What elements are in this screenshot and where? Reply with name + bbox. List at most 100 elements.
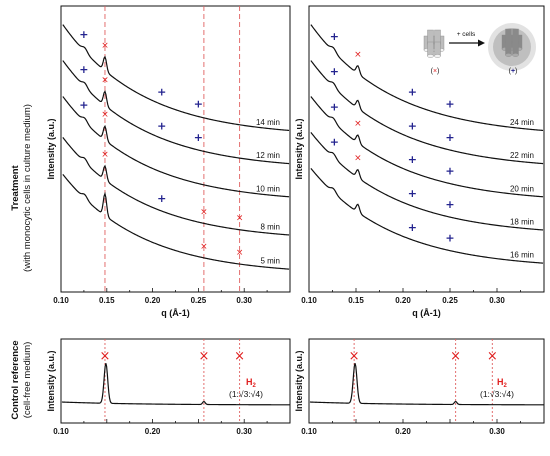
rod-body — [512, 40, 519, 56]
h2-label-left: H2 — [246, 377, 257, 389]
panel-treatment-left: 0.10 0.15 0.20 0.25 0.30 Intensity (a.u.) q (Å… — [46, 5, 291, 318]
x-tick-label: 0.10 — [53, 296, 69, 305]
plus-marker: + — [408, 119, 417, 132]
plus-marker: + — [194, 98, 203, 111]
cross-marker: × — [101, 110, 109, 120]
series-label: 20 min — [510, 184, 534, 193]
x-tick-label: 0.20 — [145, 427, 161, 436]
arrow-icon — [449, 39, 485, 47]
plus-marker: + — [79, 63, 88, 76]
plus-marker: + — [79, 28, 88, 41]
x-tick-label: 0.15 — [99, 296, 115, 305]
plus-marker: + — [157, 119, 166, 132]
series-line — [62, 24, 290, 132]
cross-marker: × — [101, 41, 109, 51]
series-line — [62, 137, 290, 236]
series-label: 24 min — [510, 118, 534, 127]
series-label: 18 min — [510, 217, 534, 226]
x-tick-label: 0.30 — [236, 427, 252, 436]
panel-control-left: 0.10 0.20 0.30 Intensity (a.u.) × × × — [46, 338, 291, 436]
treatment-title: Treatment — [10, 164, 21, 210]
cross-marker: × — [234, 349, 245, 364]
cross-marker: × — [198, 349, 209, 364]
plot-frame — [60, 5, 291, 293]
series-line — [62, 60, 290, 165]
series-line — [310, 60, 544, 165]
x-tick-label: 0.30 — [489, 296, 505, 305]
series-line — [62, 173, 290, 270]
control-title: Control reference — [10, 340, 21, 419]
panel-control-right: 0.10 0.20 0.30 Intensity (a.u.) × × × — [294, 338, 545, 436]
series-line — [310, 167, 544, 264]
plus-marker: + — [445, 165, 454, 178]
series-label: 16 min — [510, 251, 534, 260]
rod-end — [505, 53, 512, 57]
series-line — [62, 96, 290, 198]
plot-frame — [60, 338, 291, 424]
y-axis-title: Intensity (a.u.) — [46, 350, 56, 411]
plus-marker: + — [330, 30, 339, 43]
rod-body — [427, 41, 434, 57]
cross-marker: × — [487, 349, 498, 364]
h2-annotation-left: H2 (1:√3:√4) — [229, 377, 263, 399]
cross-marker: × — [236, 248, 244, 258]
x-tick-label: 0.10 — [301, 427, 317, 436]
legend-closed-label: (+) — [509, 68, 518, 75]
cross-marker: × — [354, 154, 362, 164]
x-tick-label: 0.25 — [191, 296, 207, 305]
treatment-row-title: Treatment (with monocytic cells in cultu… — [10, 104, 33, 272]
series-label: 14 min — [256, 118, 280, 127]
cross-marker: × — [354, 119, 362, 129]
x-tick-label: 0.10 — [301, 296, 317, 305]
legend-cells-label: + cells — [457, 31, 476, 38]
series-label: 10 min — [256, 184, 280, 193]
structure-schematic: + cells (×) (+) — [423, 23, 536, 75]
cross-marker: × — [349, 349, 360, 364]
plus-marker: + — [330, 100, 339, 113]
series-line — [61, 363, 290, 406]
ratio-label-left: (1:√3:√4) — [229, 389, 263, 399]
plus-marker: + — [408, 153, 417, 166]
plus-marker: + — [445, 131, 454, 144]
x-tick-label: 0.20 — [145, 296, 161, 305]
plus-marker: + — [79, 98, 88, 111]
y-axis-title: Intensity (a.u.) — [294, 118, 304, 179]
h2-label-right: H2 — [497, 377, 508, 389]
panel-treatment-right: 0.10 0.15 0.20 0.25 0.30 Intensity (a.u.) q (Å… — [294, 5, 545, 318]
x-tick-label: 0.10 — [53, 427, 69, 436]
series-line — [310, 132, 544, 231]
plus-marker: + — [330, 136, 339, 149]
x-axis-title: q (Å-1) — [412, 308, 441, 318]
rod-end — [427, 54, 434, 58]
cross-marker: × — [200, 207, 208, 217]
cross-marker: × — [101, 76, 109, 86]
control-subtitle: (cell-free medium) — [22, 342, 33, 419]
cross-marker: × — [200, 242, 208, 252]
legend-open-label: (×) — [431, 68, 440, 75]
series-label: 22 min — [510, 151, 534, 160]
rod-bundle-open-icon — [423, 29, 445, 58]
cross-marker: × — [354, 50, 362, 60]
series-label: 5 min — [260, 257, 280, 266]
y-axis-title: Intensity (a.u.) — [294, 350, 304, 411]
plus-marker: + — [408, 187, 417, 200]
h2-annotation-right: H2 (1:√3:√4) — [480, 377, 514, 399]
series-label: 12 min — [256, 151, 280, 160]
x-tick-label: 0.30 — [236, 296, 252, 305]
plus-marker: + — [445, 198, 454, 211]
cross-marker: × — [236, 214, 244, 224]
series-line — [309, 363, 544, 406]
plus-marker: + — [157, 86, 166, 99]
plus-marker: + — [445, 232, 454, 245]
plus-marker: + — [408, 221, 417, 234]
y-axis-title: Intensity (a.u.) — [46, 118, 56, 179]
plus-marker: + — [330, 65, 339, 78]
control-row-title: Control reference (cell-free medium) — [10, 340, 33, 419]
rod-body — [505, 40, 512, 56]
plus-marker: + — [408, 86, 417, 99]
plus-marker: + — [157, 192, 166, 205]
cross-marker: × — [101, 150, 109, 160]
cross-marker: × — [450, 349, 461, 364]
plus-marker: + — [445, 98, 454, 111]
